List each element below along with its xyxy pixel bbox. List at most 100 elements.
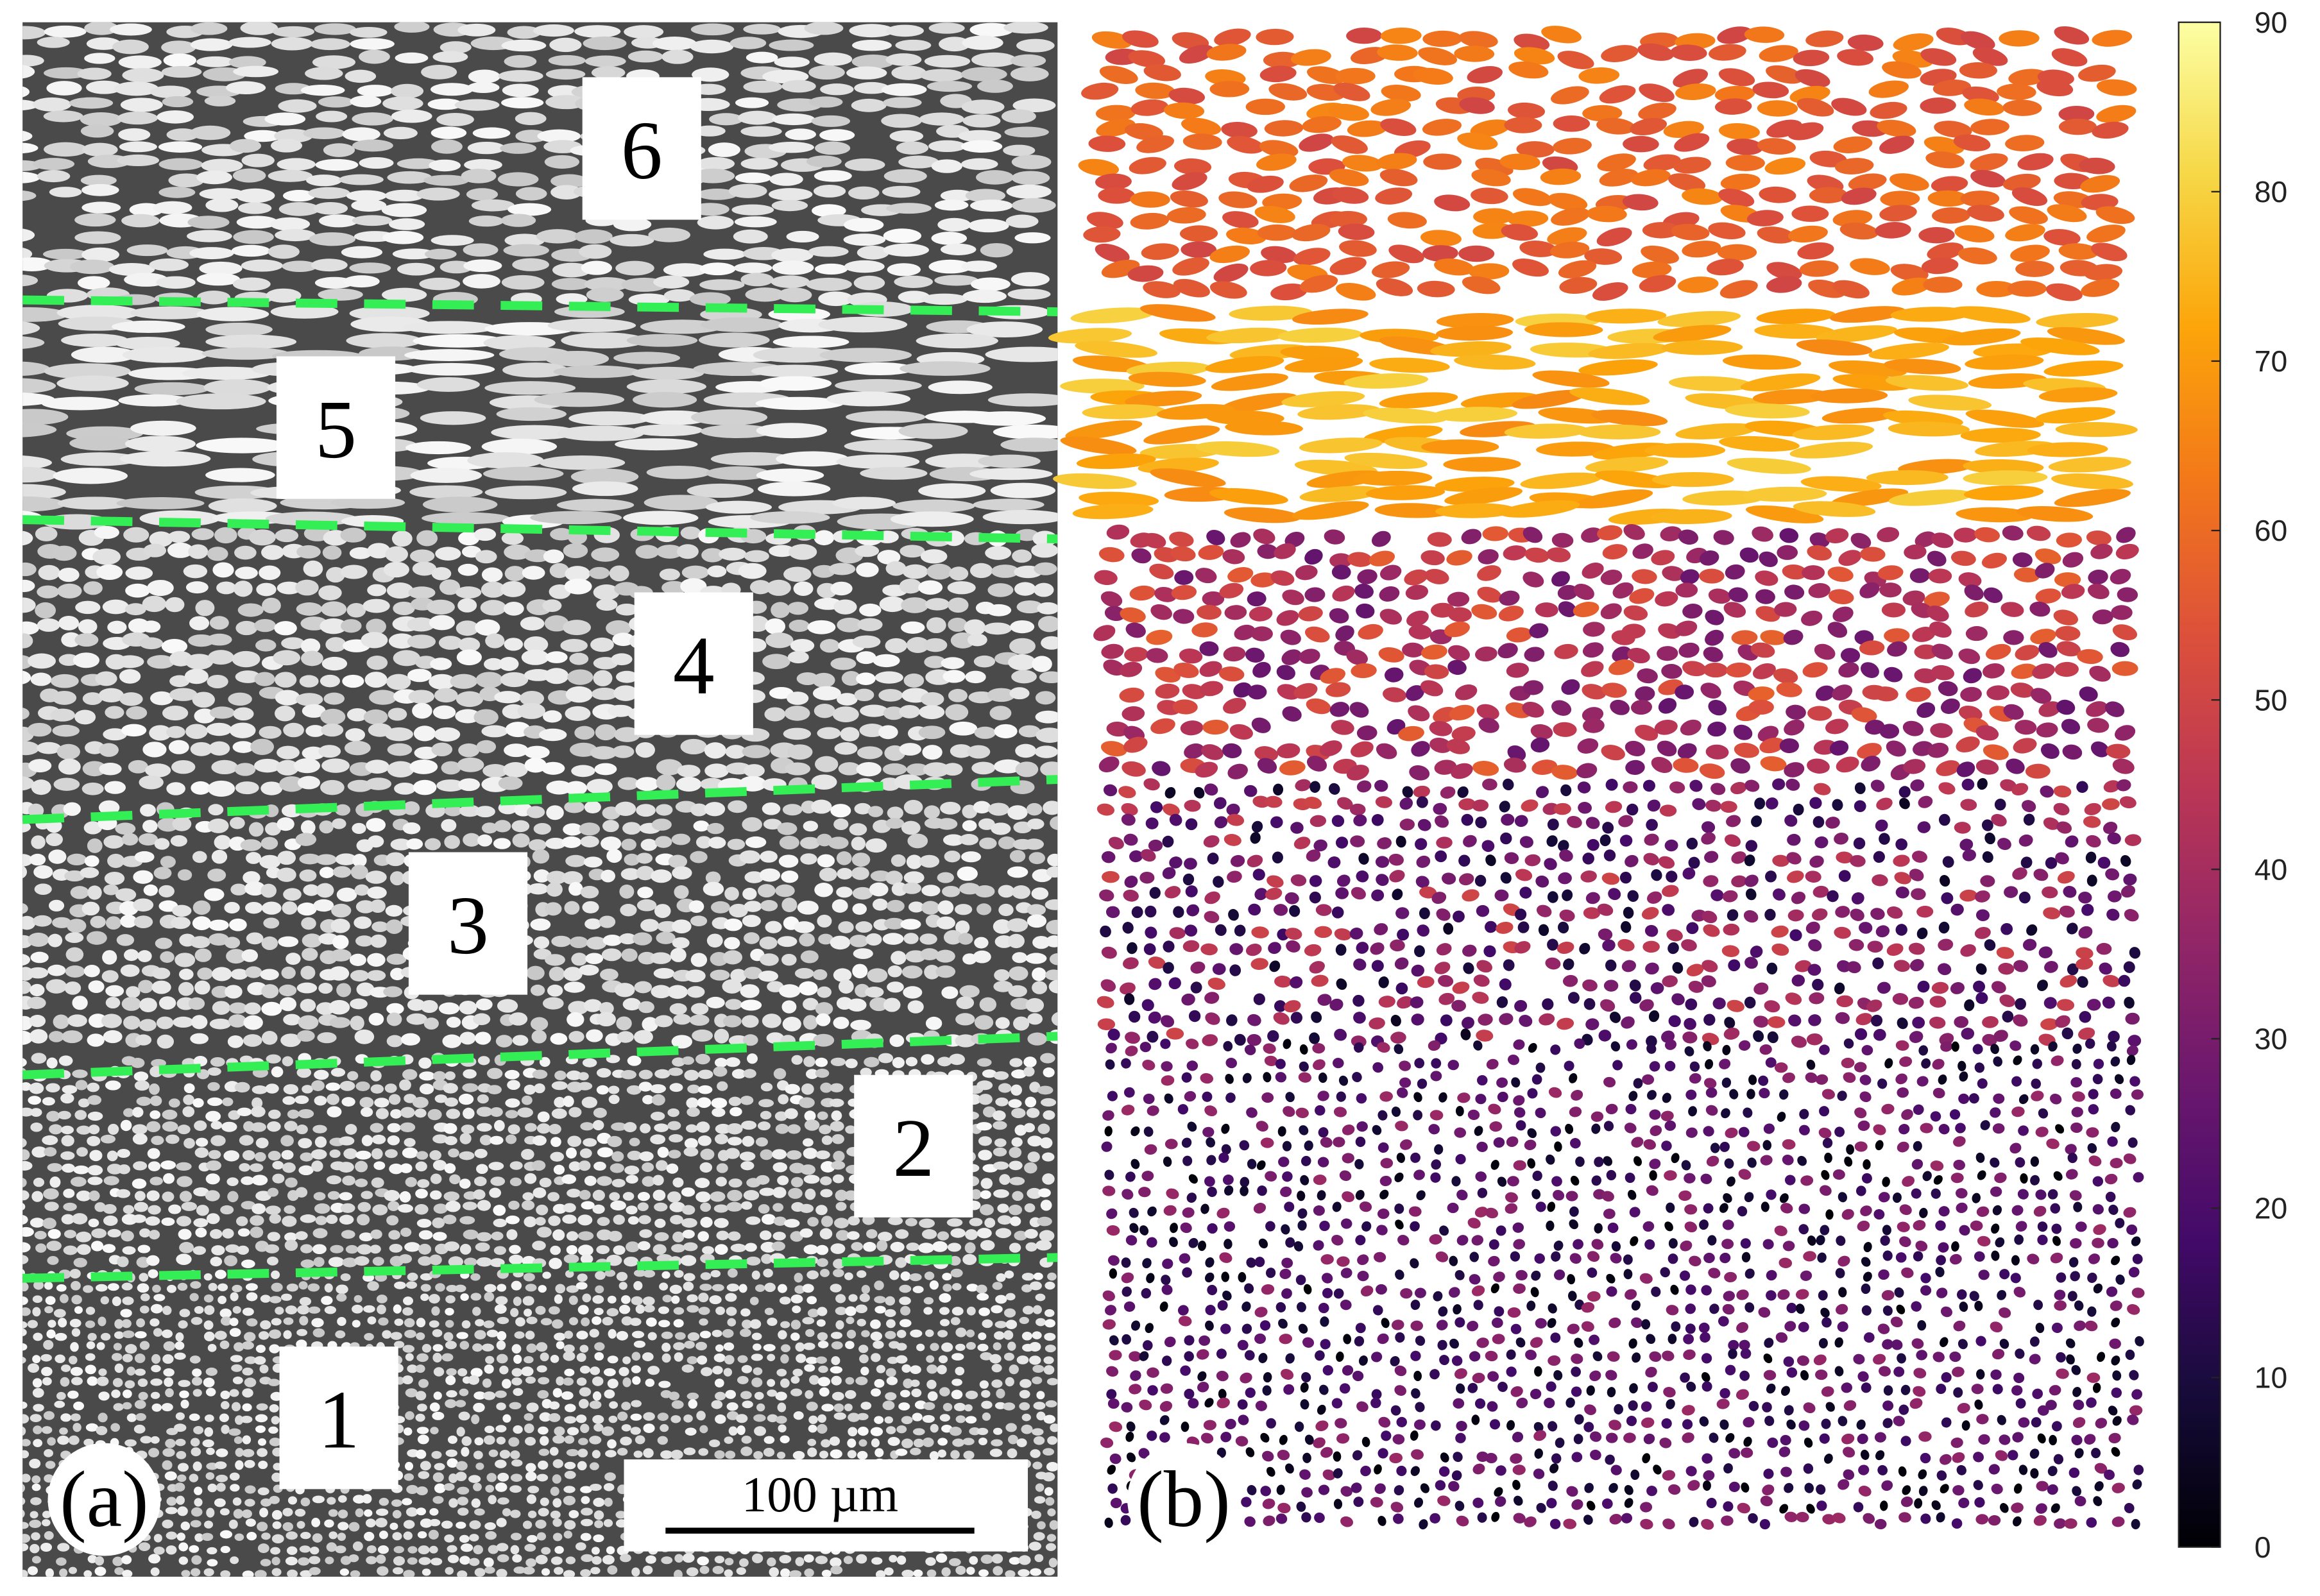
fiber — [1050, 816, 1058, 830]
fiber — [22, 1030, 33, 1045]
fiber — [1014, 1230, 1028, 1241]
fiber — [88, 1125, 100, 1135]
fiber — [1009, 1176, 1025, 1185]
fiber — [871, 1353, 881, 1363]
fiber — [524, 758, 547, 773]
fiber — [139, 1341, 150, 1350]
fiber — [235, 620, 258, 636]
fiber — [244, 130, 282, 142]
fiber — [287, 1109, 300, 1119]
fiber — [82, 692, 103, 706]
fiber — [148, 1205, 161, 1215]
fiber — [449, 1174, 461, 1185]
fiber — [968, 219, 1009, 233]
fiber — [179, 1191, 192, 1202]
fiber — [103, 728, 128, 741]
fiber — [929, 1451, 939, 1461]
fiber — [729, 903, 748, 918]
fiber — [955, 1343, 966, 1352]
fiber — [392, 1532, 402, 1541]
fiber — [172, 904, 192, 917]
fiber — [811, 115, 851, 127]
fiber — [203, 1273, 212, 1281]
fiber — [471, 1414, 480, 1425]
fiber — [812, 969, 828, 980]
fiber — [282, 1216, 297, 1227]
fiber — [620, 1295, 631, 1304]
fiber — [1005, 1320, 1018, 1329]
fiber — [416, 1151, 429, 1160]
fiber — [504, 55, 537, 68]
fiber — [260, 969, 279, 981]
fiber — [352, 1304, 363, 1314]
fiber — [472, 1307, 481, 1316]
fiber — [419, 1083, 434, 1095]
fiber — [205, 1190, 220, 1201]
fiber — [813, 1033, 835, 1047]
fiber — [495, 1482, 508, 1492]
fiber — [416, 1318, 426, 1328]
fiber — [105, 916, 121, 930]
fiber — [46, 833, 63, 846]
fiber — [847, 1450, 857, 1459]
fiber — [158, 187, 196, 198]
fiber — [123, 1015, 141, 1030]
fiber — [777, 1402, 787, 1413]
fiber — [22, 228, 35, 242]
fiber — [740, 984, 760, 998]
fiber — [32, 1295, 43, 1303]
fiber — [707, 565, 727, 577]
fiber — [87, 838, 103, 853]
fiber — [211, 760, 238, 775]
fiber — [526, 1316, 538, 1325]
fiber — [500, 214, 536, 227]
fiber — [608, 1094, 620, 1105]
fiber — [388, 1094, 401, 1105]
fiber — [161, 638, 188, 654]
fiber — [565, 1269, 574, 1278]
fiber — [889, 1270, 900, 1280]
fiber — [496, 1340, 506, 1350]
fiber — [753, 347, 840, 363]
fiber — [206, 722, 232, 736]
fiber — [419, 1071, 436, 1081]
fiber — [269, 1344, 280, 1354]
fiber — [1031, 1510, 1042, 1519]
fiber — [817, 1414, 826, 1423]
fiber — [564, 1461, 576, 1470]
fiber — [569, 652, 589, 665]
fiber — [427, 98, 463, 110]
fiber — [482, 1391, 496, 1400]
fiber — [890, 511, 974, 527]
fiber — [299, 675, 319, 688]
fiber — [187, 230, 232, 242]
fiber — [393, 1556, 405, 1566]
fiber — [899, 1284, 912, 1293]
fiber — [233, 707, 254, 721]
fiber — [1014, 582, 1036, 596]
fiber — [760, 1149, 773, 1160]
fiber — [522, 1566, 535, 1575]
fiber — [311, 259, 348, 272]
fiber — [1008, 1204, 1023, 1216]
fiber — [699, 1565, 710, 1574]
fiber — [490, 1135, 504, 1145]
fiber — [772, 335, 849, 348]
fiber — [297, 902, 317, 916]
fiber — [299, 1296, 312, 1306]
fiber — [695, 1191, 711, 1203]
fiber — [736, 1567, 746, 1575]
fiber — [663, 289, 695, 302]
fiber — [214, 1461, 227, 1470]
fiber — [367, 1281, 379, 1291]
fiber — [676, 776, 702, 792]
fiber — [136, 1318, 146, 1328]
fiber — [549, 1306, 560, 1315]
fiber — [565, 1404, 576, 1413]
fiber — [546, 805, 564, 820]
fiber — [709, 113, 744, 126]
fiber — [937, 900, 954, 915]
fiber — [61, 334, 129, 347]
fiber — [29, 1520, 42, 1529]
fiber — [271, 37, 313, 51]
